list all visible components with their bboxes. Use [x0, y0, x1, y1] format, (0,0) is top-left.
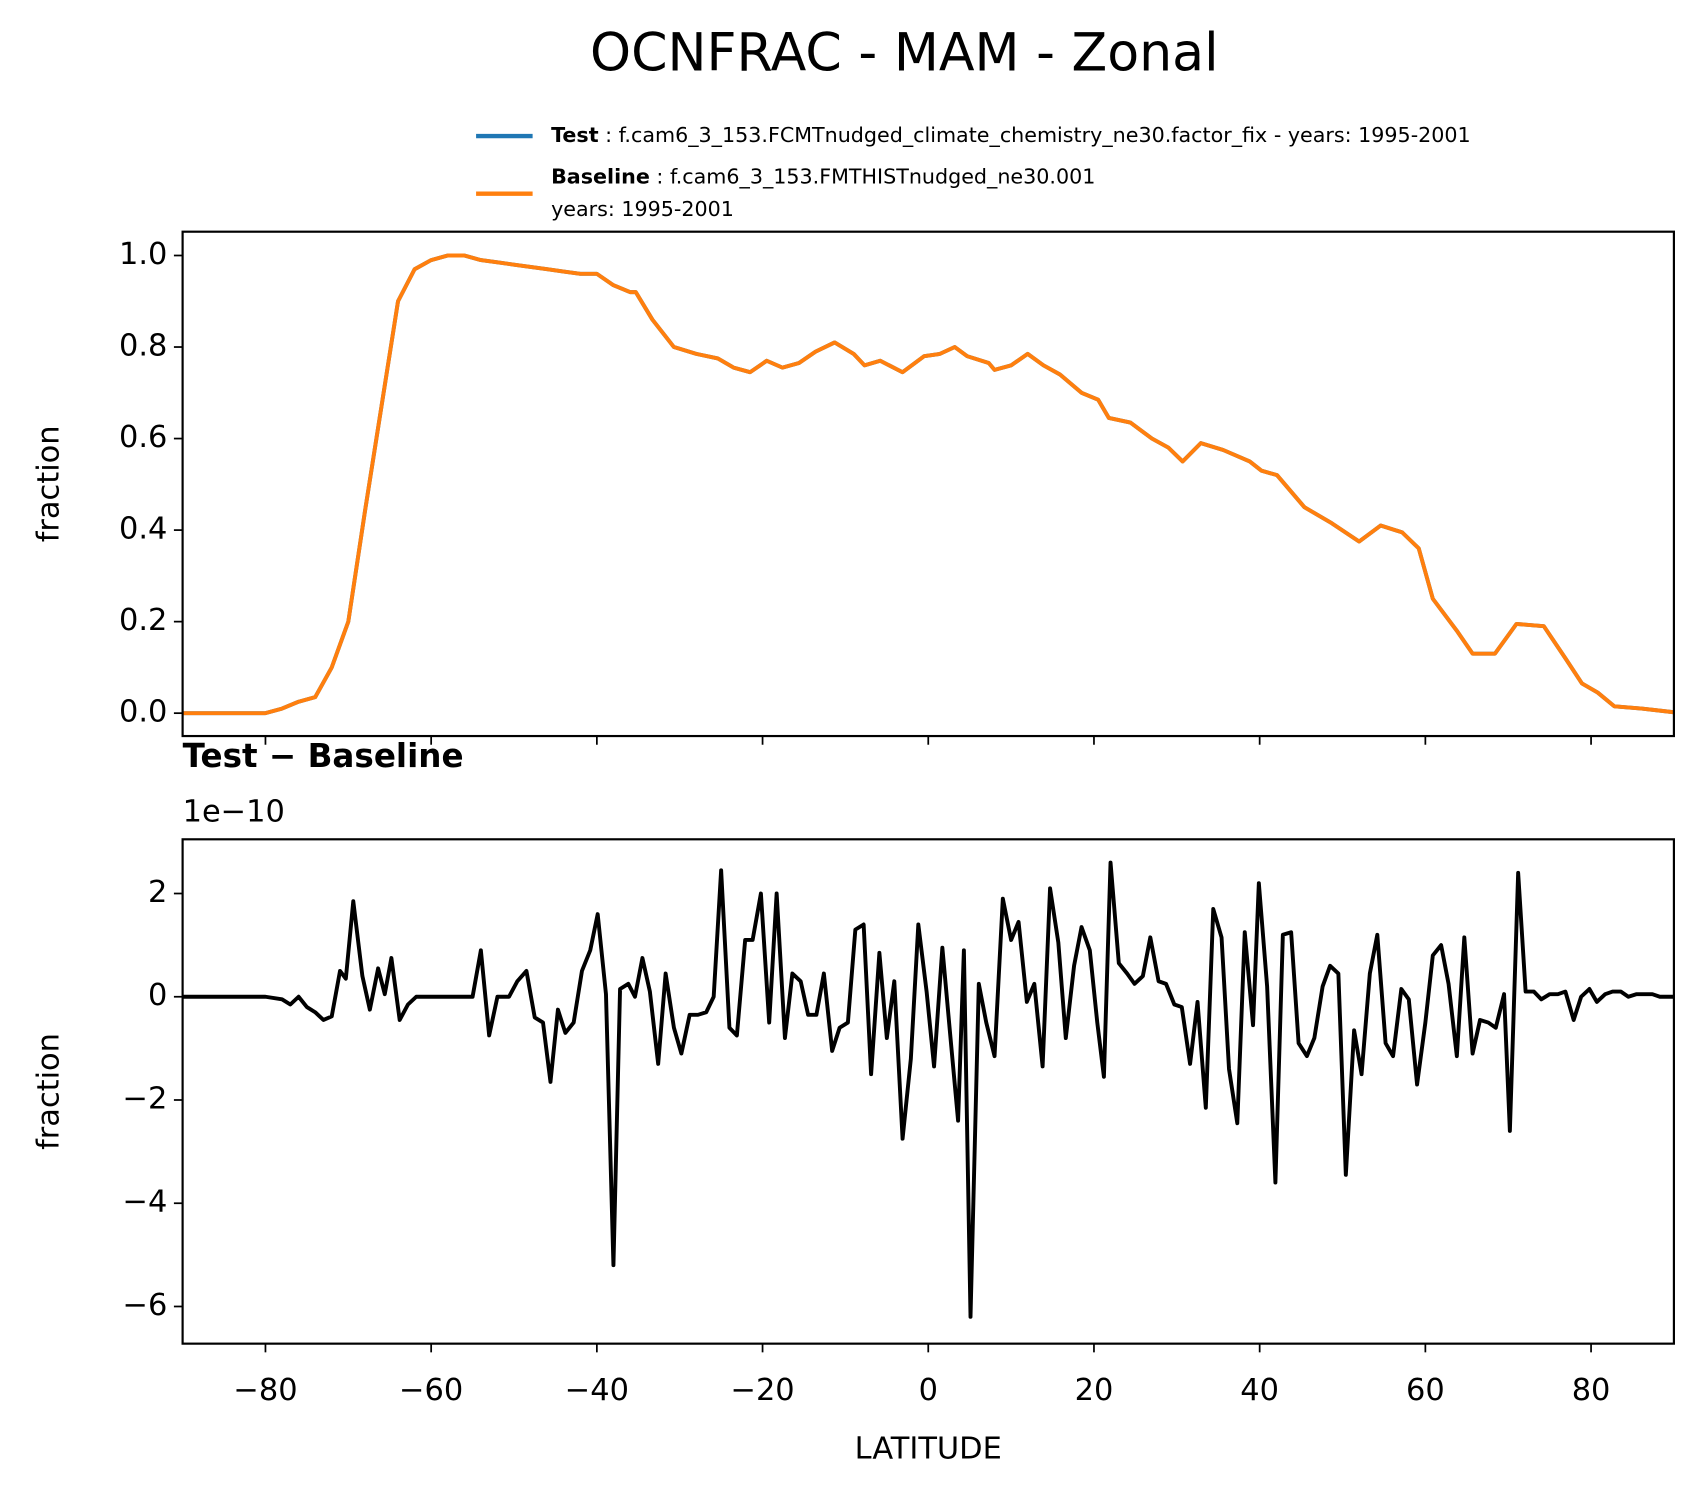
subplot-title: Test − Baseline: [183, 737, 464, 775]
legend-name: Test: [551, 123, 599, 147]
x-tick-label: 80: [1572, 1373, 1611, 1408]
y-tick-label: 0.4: [119, 512, 167, 547]
y-tick-label: 0.8: [119, 329, 167, 364]
y-axis-label: fraction: [32, 425, 67, 542]
x-tick-label: 20: [1075, 1373, 1114, 1408]
y-tick-label: 0.0: [119, 695, 167, 730]
y-tick-label: 0: [148, 978, 167, 1013]
x-tick-label: 40: [1240, 1373, 1279, 1408]
axes-frame: [181, 838, 1675, 1345]
y-tick-label: 0.2: [119, 603, 167, 638]
x-tick-label: −40: [565, 1373, 629, 1408]
x-axis-label: LATITUDE: [855, 1432, 1002, 1467]
axes-frame: [181, 230, 1675, 738]
x-tick-label: 0: [919, 1373, 938, 1408]
legend-description: f.cam6_3_153.FCMTnudged_climate_chemistr…: [619, 123, 1471, 148]
y-tick-label: −4: [123, 1185, 168, 1220]
legend-name: Baseline: [551, 164, 650, 188]
y-tick-label: −6: [123, 1288, 168, 1323]
x-tick-label: −60: [399, 1373, 463, 1408]
legend-description: f.cam6_3_153.FMTHISTnudged_ne30.001: [670, 164, 1095, 189]
x-tick-label: −80: [233, 1373, 297, 1408]
legend-entry: Test : f.cam6_3_153.FCMTnudged_climate_c…: [551, 123, 1471, 148]
y-tick-label: 2: [148, 875, 167, 910]
y-tick-label: −2: [123, 1081, 168, 1116]
y-tick-label: 0.6: [119, 420, 167, 455]
legend-description: years: 1995-2001: [551, 197, 734, 221]
y-axis-label: fraction: [32, 1033, 67, 1150]
data-line: [182, 253, 1674, 716]
chart-title: OCNFRAC - MAM - Zonal: [590, 24, 1219, 84]
y-offset-label: 1e−10: [183, 795, 285, 830]
y-tick-label: 1.0: [119, 237, 167, 272]
data-line: [182, 860, 1674, 1319]
x-tick-label: −20: [730, 1373, 794, 1408]
legend-entry: Baseline : f.cam6_3_153.FMTHISTnudged_ne…: [551, 164, 1095, 189]
x-tick-label: 60: [1406, 1373, 1445, 1408]
